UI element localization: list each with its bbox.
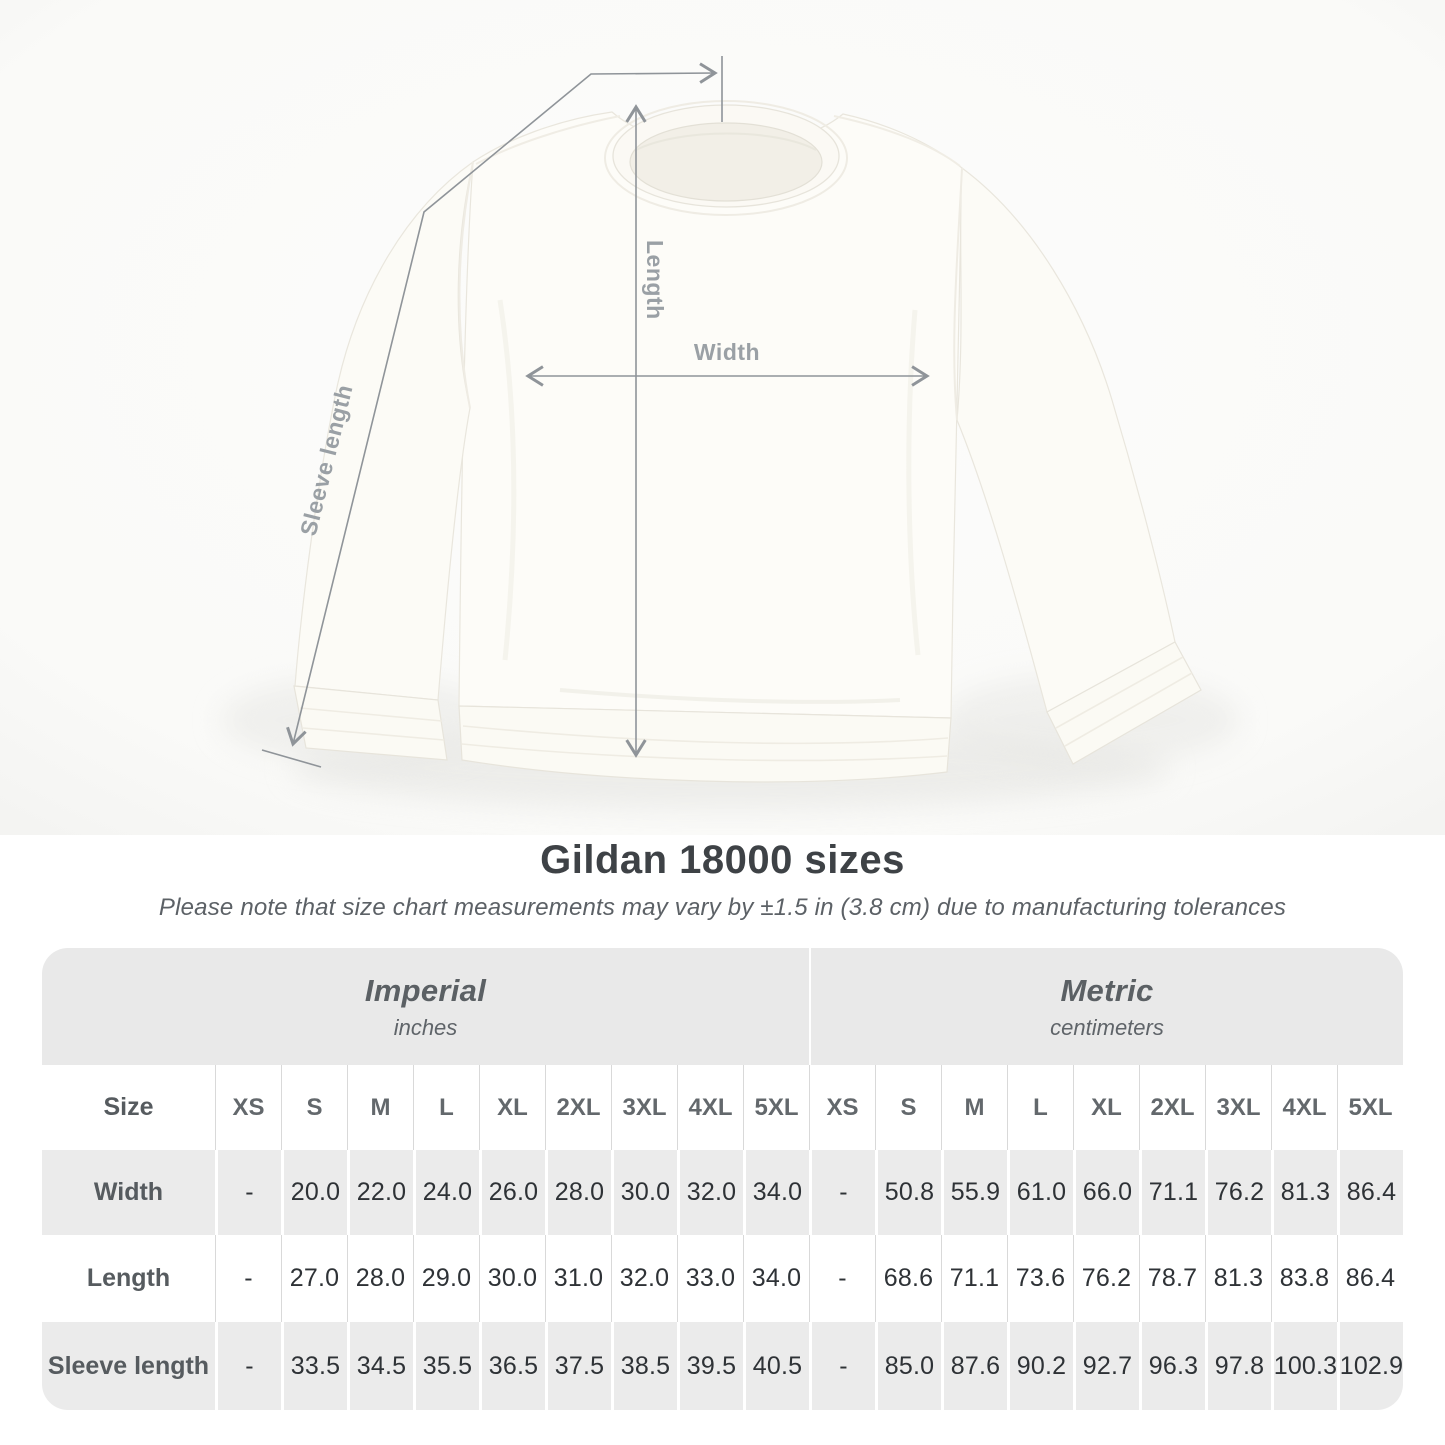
value-cell-imperial: 22.0	[347, 1150, 413, 1235]
page-title: Gildan 18000 sizes	[540, 838, 905, 882]
value-cell-metric: 50.8	[875, 1150, 941, 1235]
value-cell-metric: -	[809, 1235, 875, 1322]
value-cell-imperial: 36.5	[479, 1322, 545, 1410]
imperial-unit: inches	[393, 1014, 458, 1040]
size-column-header-metric: XS	[809, 1065, 875, 1150]
value-cell-metric: 71.1	[941, 1235, 1007, 1322]
size-column-header-imperial: L	[413, 1065, 479, 1150]
cuff-end-tick	[261, 749, 322, 768]
size-column-header-metric: 3XL	[1205, 1065, 1271, 1150]
measure-row-label: Length	[42, 1235, 215, 1322]
imperial-title: Imperial	[364, 972, 487, 1008]
value-cell-metric: 90.2	[1007, 1322, 1073, 1410]
value-cell-imperial: 32.0	[611, 1235, 677, 1322]
value-cell-metric: 102.9	[1337, 1322, 1403, 1410]
value-cell-imperial: 28.0	[545, 1150, 611, 1235]
metric-unit: centimeters	[1050, 1014, 1164, 1040]
size-column-header-metric: 5XL	[1337, 1065, 1403, 1150]
value-cell-imperial: 34.5	[347, 1322, 413, 1410]
size-column-header-metric: 4XL	[1271, 1065, 1337, 1150]
value-cell-metric: 61.0	[1007, 1150, 1073, 1235]
value-cell-metric: 83.8	[1271, 1235, 1337, 1322]
value-cell-imperial: 31.0	[545, 1235, 611, 1322]
value-cell-imperial: 39.5	[677, 1322, 743, 1410]
size-column-header-imperial: 3XL	[611, 1065, 677, 1150]
size-column-header-metric: S	[875, 1065, 941, 1150]
value-cell-metric: -	[809, 1150, 875, 1235]
imperial-header: Imperial inches	[42, 948, 809, 1065]
value-cell-metric: 55.9	[941, 1150, 1007, 1235]
value-cell-imperial: 28.0	[347, 1235, 413, 1322]
value-cell-imperial: 34.0	[743, 1150, 809, 1235]
value-cell-metric: 86.4	[1337, 1235, 1403, 1322]
size-column-header-metric: XL	[1073, 1065, 1139, 1150]
value-cell-metric: 92.7	[1073, 1322, 1139, 1410]
tolerance-note: Please note that size chart measurements…	[158, 894, 1287, 921]
measure-row-label: Width	[42, 1150, 215, 1235]
value-cell-metric: 76.2	[1205, 1150, 1271, 1235]
size-column-header-imperial: XS	[215, 1065, 281, 1150]
value-cell-metric: 86.4	[1337, 1150, 1403, 1235]
value-cell-imperial: 29.0	[413, 1235, 479, 1322]
value-cell-imperial: 35.5	[413, 1322, 479, 1410]
measure-row-label: Sleeve length	[42, 1322, 215, 1410]
value-cell-metric: 87.6	[941, 1322, 1007, 1410]
value-cell-metric: 68.6	[875, 1235, 941, 1322]
value-cell-imperial: 20.0	[281, 1150, 347, 1235]
size-column-header-metric: L	[1007, 1065, 1073, 1150]
value-cell-metric: 96.3	[1139, 1322, 1205, 1410]
value-cell-imperial: 34.0	[743, 1235, 809, 1322]
size-column-header-imperial: M	[347, 1065, 413, 1150]
size-column-header-metric: 2XL	[1139, 1065, 1205, 1150]
length-label: Length	[642, 240, 668, 320]
value-cell-metric: 81.3	[1271, 1150, 1337, 1235]
value-cell-imperial: 37.5	[545, 1322, 611, 1410]
value-cell-metric: 76.2	[1073, 1235, 1139, 1322]
value-cell-metric: 97.8	[1205, 1322, 1271, 1410]
value-cell-metric: 100.3	[1271, 1322, 1337, 1410]
metric-header: Metric centimeters	[809, 948, 1403, 1065]
value-cell-imperial: 27.0	[281, 1235, 347, 1322]
metric-title: Metric	[1060, 972, 1154, 1008]
sleeve-length-arrow	[286, 62, 718, 747]
size-table: Imperial inches Metric centimeters Size X…	[42, 948, 1403, 1410]
value-cell-imperial: -	[215, 1235, 281, 1322]
size-column-header-metric: M	[941, 1065, 1007, 1150]
value-cell-imperial: -	[215, 1322, 281, 1410]
size-column-header-imperial: 5XL	[743, 1065, 809, 1150]
value-cell-metric: -	[809, 1322, 875, 1410]
size-column-header-imperial: XL	[479, 1065, 545, 1150]
value-cell-imperial: 30.0	[479, 1235, 545, 1322]
width-label: Width	[694, 339, 760, 365]
value-cell-metric: 78.7	[1139, 1235, 1205, 1322]
size-row-label: Size	[42, 1065, 215, 1150]
value-cell-imperial: 26.0	[479, 1150, 545, 1235]
value-cell-imperial: 32.0	[677, 1150, 743, 1235]
value-cell-imperial: 33.5	[281, 1322, 347, 1410]
value-cell-imperial: 33.0	[677, 1235, 743, 1322]
value-cell-metric: 81.3	[1205, 1235, 1271, 1322]
value-cell-metric: 71.1	[1139, 1150, 1205, 1235]
size-column-header-imperial: 2XL	[545, 1065, 611, 1150]
value-cell-imperial: 24.0	[413, 1150, 479, 1235]
value-cell-imperial: 30.0	[611, 1150, 677, 1235]
value-cell-metric: 66.0	[1073, 1150, 1139, 1235]
value-cell-imperial: 40.5	[743, 1322, 809, 1410]
sweatshirt-measurement-diagram: Length Width Sleeve length	[0, 0, 1445, 835]
size-column-header-imperial: S	[281, 1065, 347, 1150]
size-column-header-imperial: 4XL	[677, 1065, 743, 1150]
value-cell-metric: 73.6	[1007, 1235, 1073, 1322]
value-cell-imperial: 38.5	[611, 1322, 677, 1410]
value-cell-metric: 85.0	[875, 1322, 941, 1410]
value-cell-imperial: -	[215, 1150, 281, 1235]
